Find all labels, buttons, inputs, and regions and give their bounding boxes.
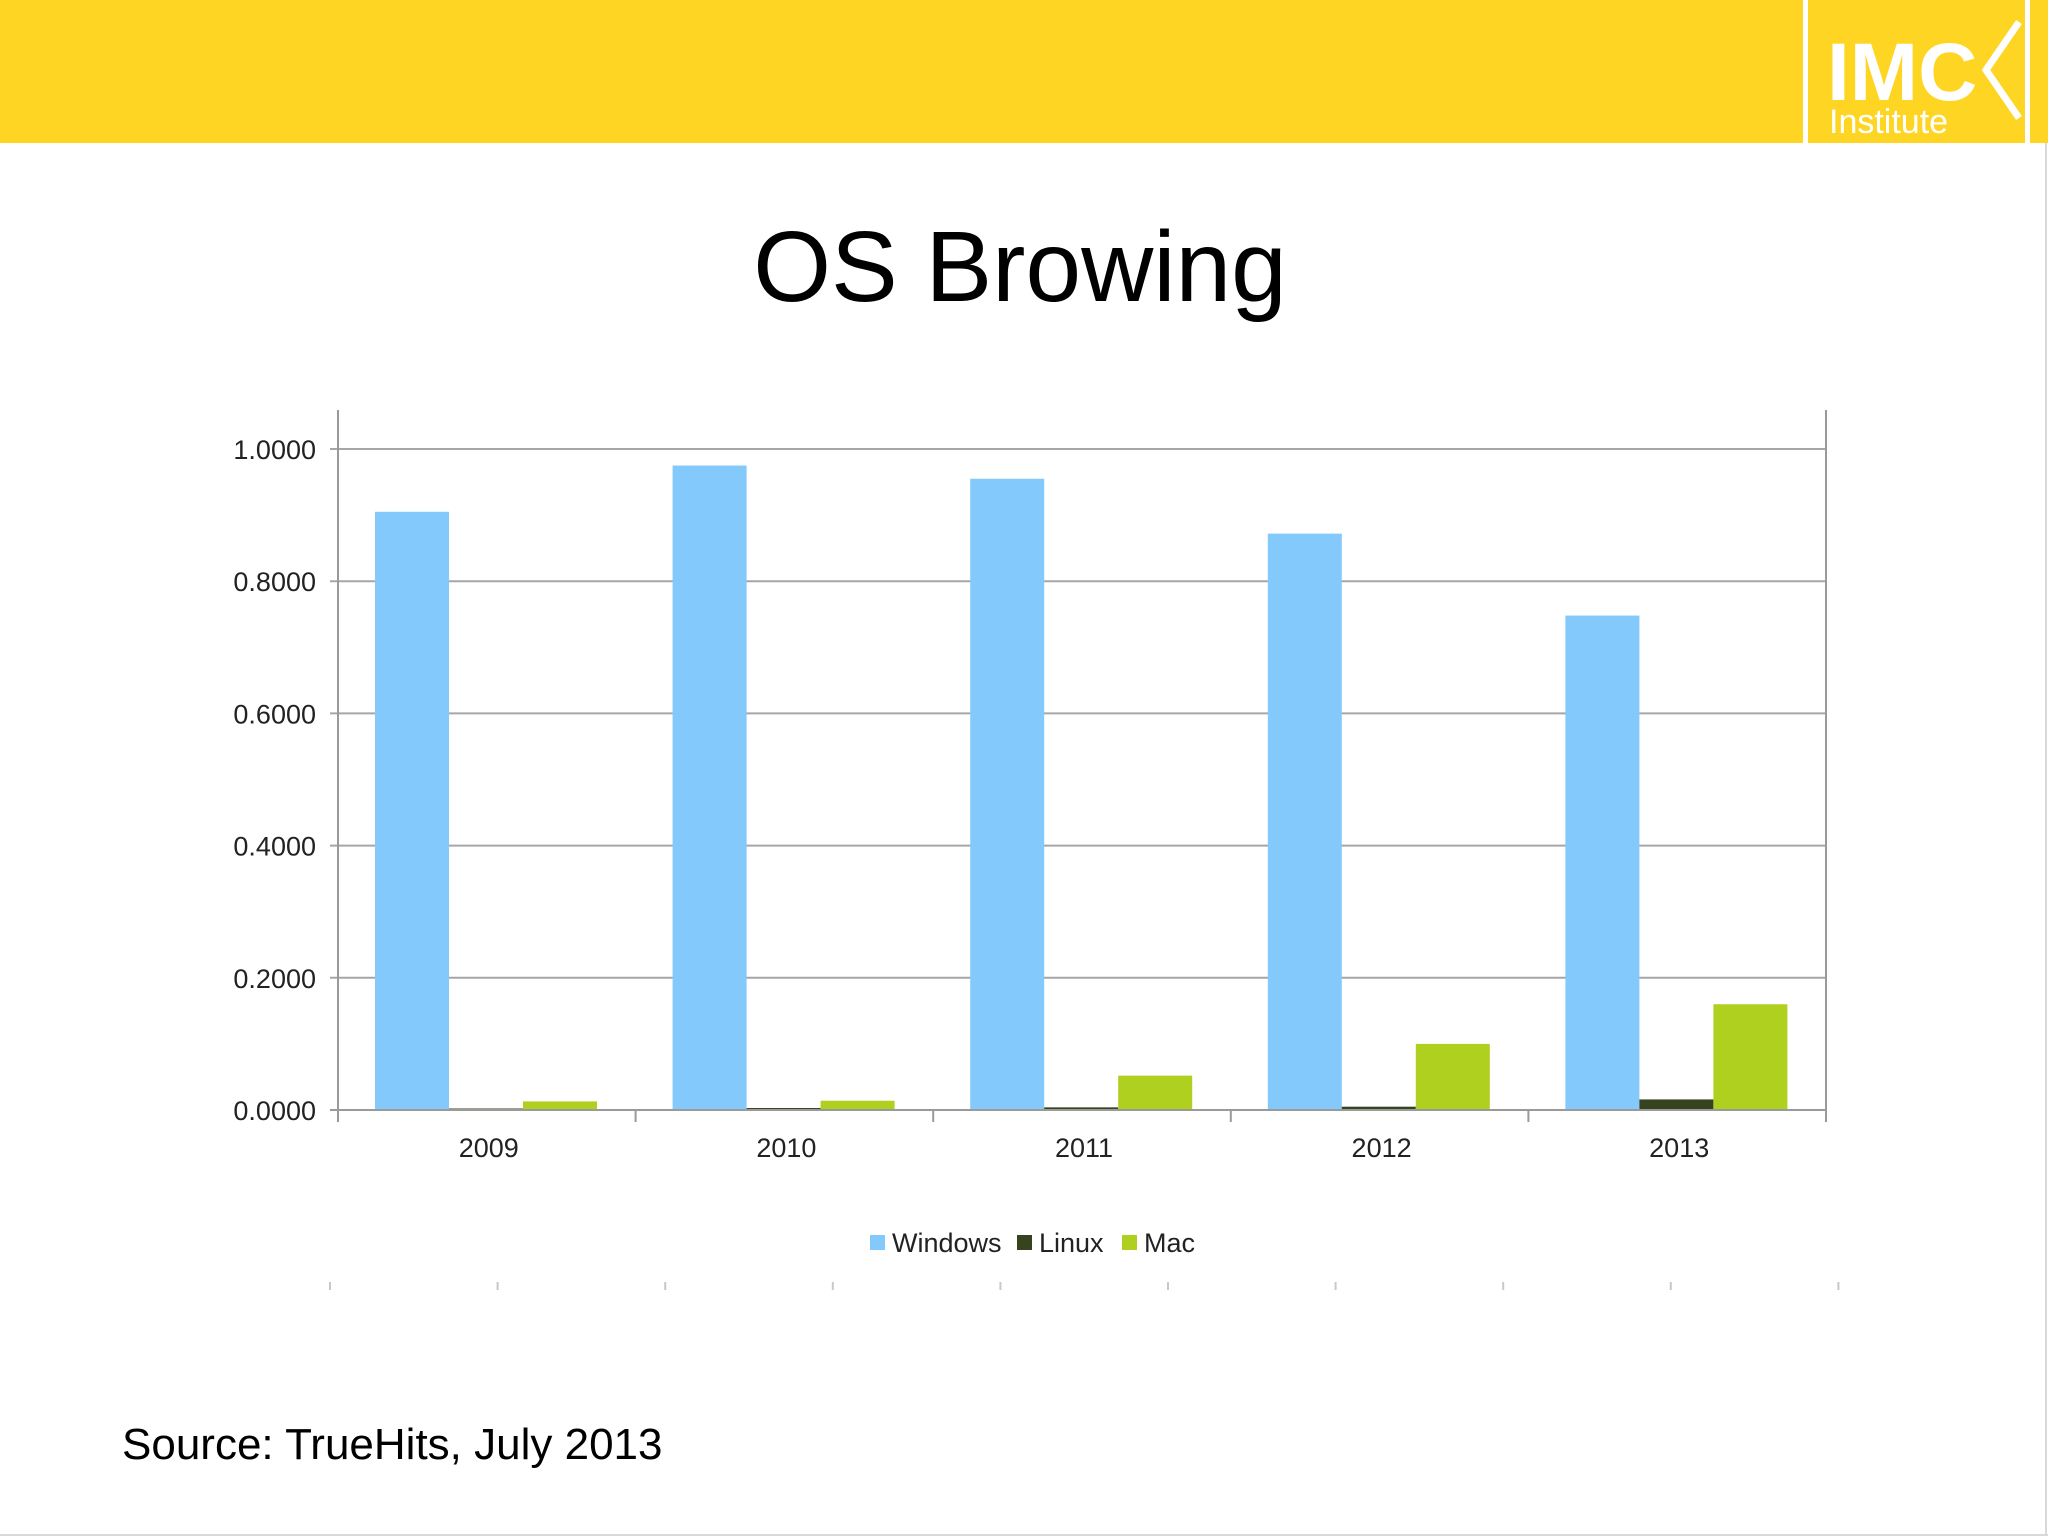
header-bar xyxy=(0,0,2048,143)
bar-mac-2013 xyxy=(1713,1004,1788,1110)
x-tick-label: 2010 xyxy=(756,1133,816,1163)
x-tick-label: 2011 xyxy=(1055,1133,1113,1163)
y-tick-label: 0.6000 xyxy=(233,699,316,729)
logo-text-institute: Institute xyxy=(1829,103,1948,141)
chart-bars xyxy=(375,465,1788,1110)
logo-text-imc: IMC xyxy=(1827,27,1977,118)
bar-linux-2013 xyxy=(1639,1099,1714,1110)
bar-mac-2010 xyxy=(820,1100,895,1110)
legend-label-linux: Linux xyxy=(1039,1228,1104,1258)
chart-legend: Windows Linux Mac xyxy=(870,1228,1195,1258)
legend-swatch-windows xyxy=(870,1235,885,1250)
bar-chart: 0.0000 0.2000 0.4000 0.6000 0.8000 1.0000 200… xyxy=(233,410,1840,1290)
slide-border-bottom xyxy=(0,1534,2048,1536)
y-tick-label: 0.8000 xyxy=(233,567,316,597)
bar-windows-2011 xyxy=(970,478,1045,1110)
y-tick-label: 1.0000 xyxy=(233,435,316,465)
legend-label-mac: Mac xyxy=(1144,1228,1195,1258)
bar-windows-2013 xyxy=(1565,615,1640,1110)
bar-linux-2011 xyxy=(1044,1107,1119,1110)
bar-windows-2010 xyxy=(672,465,747,1110)
slide-border-right xyxy=(2045,143,2047,1536)
bar-mac-2012 xyxy=(1415,1043,1490,1110)
y-tick-label: 0.2000 xyxy=(233,964,316,994)
source-note: Source: TrueHits, July 2013 xyxy=(122,1420,663,1469)
bar-mac-2011 xyxy=(1118,1075,1193,1110)
y-tick-label: 0.0000 xyxy=(233,1096,316,1126)
bar-windows-2012 xyxy=(1267,533,1342,1110)
x-axis-ticks: 2009 2010 2011 2012 2013 xyxy=(459,1133,1709,1163)
legend-swatch-mac xyxy=(1122,1235,1137,1250)
x-tick-label: 2012 xyxy=(1352,1133,1412,1163)
x-tick-label: 2009 xyxy=(459,1133,519,1163)
legend-label-windows: Windows xyxy=(892,1228,1002,1258)
x-tick-label: 2013 xyxy=(1649,1133,1709,1163)
bar-mac-2009 xyxy=(523,1101,597,1110)
y-tick-label: 0.4000 xyxy=(233,832,316,862)
bar-linux-2012 xyxy=(1341,1106,1416,1110)
imc-institute-logo: IMC Institute xyxy=(1803,0,2030,143)
chart-axes xyxy=(329,410,1840,1290)
y-axis-ticks: 0.0000 0.2000 0.4000 0.6000 0.8000 1.0000 xyxy=(233,435,316,1126)
bar-windows-2009 xyxy=(375,511,449,1110)
legend-swatch-linux xyxy=(1017,1235,1032,1250)
slide-title: OS Browing xyxy=(753,211,1287,323)
